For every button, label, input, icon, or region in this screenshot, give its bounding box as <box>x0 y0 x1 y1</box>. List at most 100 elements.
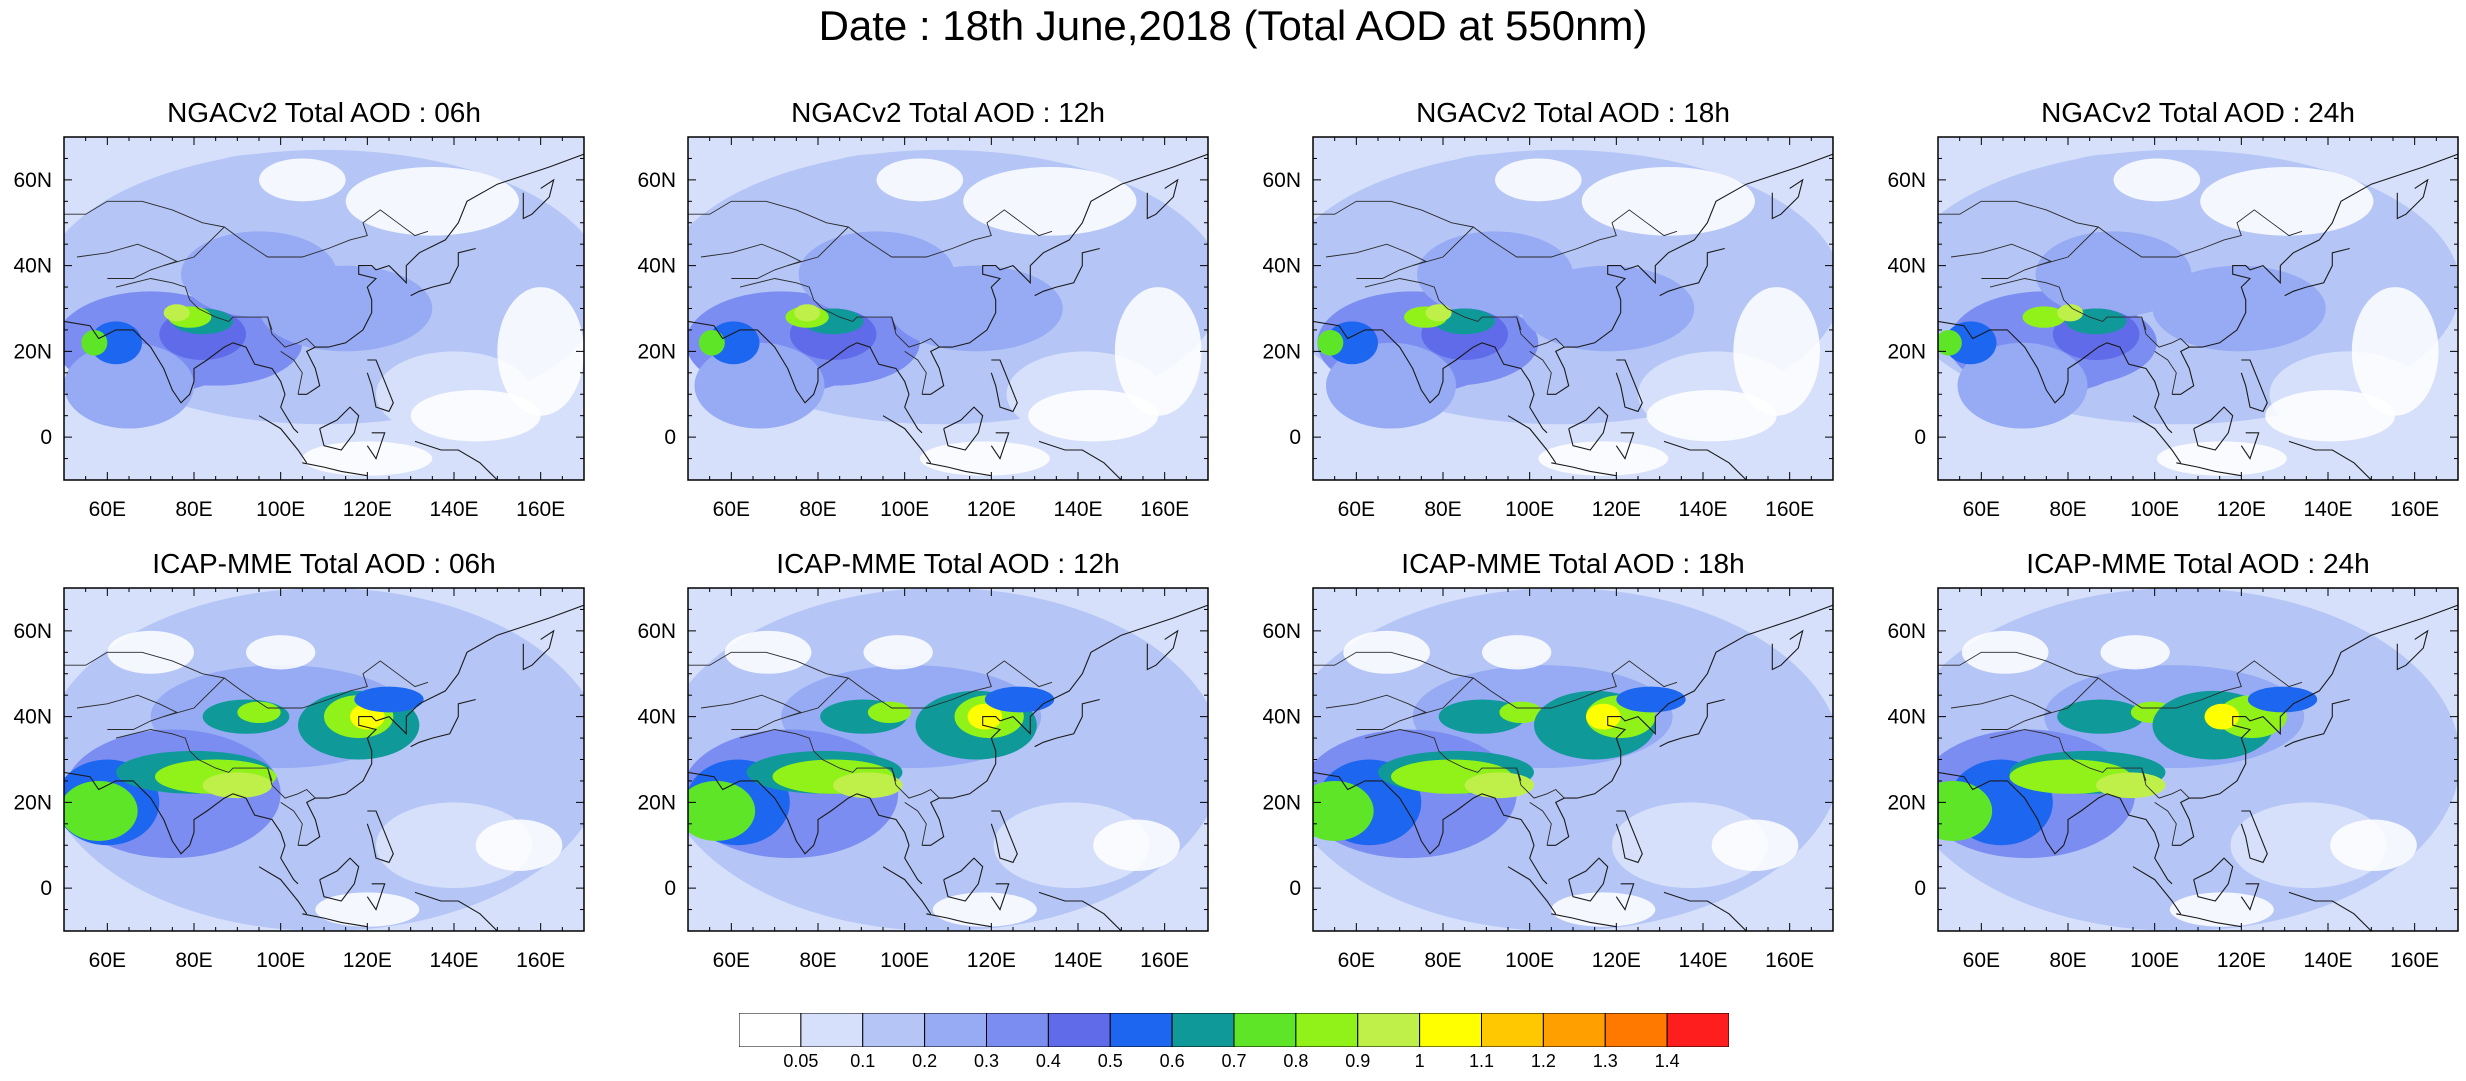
coastline <box>366 810 394 864</box>
lon-tick-label: 120E <box>967 949 1016 972</box>
aod-field-low <box>2330 819 2417 871</box>
aod-map: 60E 80E 100E 120E 140E 160E 60N 40N 20N 0 <box>13 587 585 972</box>
map-panel-ngac-24h: NGACv2 Total AOD : 24h 60E 80E 100E 120E 140… <box>1887 97 2459 521</box>
lon-tick-label: 100E <box>2130 498 2179 521</box>
aod-field-low <box>1581 167 1755 236</box>
coastline <box>1038 891 1122 931</box>
coastline <box>1568 406 1609 451</box>
lat-tick-label: 0 <box>664 426 676 449</box>
aod-field-low <box>246 635 316 670</box>
coastline <box>1507 415 1557 464</box>
lat-tick-label: 60N <box>1262 169 1301 192</box>
lon-tick-label: 120E <box>1592 498 1641 521</box>
lon-tick-label: 100E <box>880 498 929 521</box>
colorbar-label: 1.2 <box>1530 1051 1556 1071</box>
lon-tick-label: 160E <box>1765 498 1814 521</box>
coastline <box>1938 320 2173 434</box>
lon-tick-label: 80E <box>175 498 212 521</box>
aod-map: 60E 80E 100E 120E 140E 160E 60N 40N 20N 0 <box>1887 587 2459 972</box>
aod-field <box>993 802 1150 889</box>
aod-field-low <box>1551 892 1656 927</box>
coastline <box>1659 247 1725 297</box>
country-border <box>115 278 273 331</box>
colorbar-label: 0.3 <box>973 1051 1000 1071</box>
lon-tick-label: 60E <box>89 498 126 521</box>
lat-tick-label: 40N <box>1887 706 1926 729</box>
country-border <box>280 802 303 846</box>
aod-field <box>707 321 760 365</box>
aod-field-low <box>1538 441 1669 476</box>
aod-field <box>1938 329 1962 356</box>
lon-tick-label: 160E <box>1765 949 1814 972</box>
country-border <box>1529 802 1552 846</box>
lon-tick-label: 80E <box>175 949 212 972</box>
coastline <box>410 247 476 297</box>
coastline <box>2132 415 2182 464</box>
lat-tick-label: 0 <box>40 426 52 449</box>
aod-field-low <box>863 635 933 670</box>
colorbar-label: 0.6 <box>1159 1051 1185 1071</box>
lat-tick-label: 40N <box>1262 706 1301 729</box>
colorbar-label: 1.3 <box>1592 1051 1618 1071</box>
map-panel-icap-06h: ICAP-MME Total AOD : 06h 60E 80E 100E 120E 1… <box>13 548 585 972</box>
aod-field-low <box>2100 635 2170 670</box>
coastline <box>1615 432 1635 460</box>
lon-tick-label: 120E <box>2217 498 2266 521</box>
coastline <box>882 415 932 464</box>
coastline <box>2288 440 2372 480</box>
coastline <box>302 913 368 928</box>
map-panel-ngac-12h: NGACv2 Total AOD : 12h 60E 80E 100E 120E 140… <box>637 97 1209 521</box>
country-border <box>1938 651 2099 679</box>
coastline <box>366 432 386 460</box>
coastline <box>302 462 368 477</box>
panel-title: ICAP-MME Total AOD : 06h <box>152 548 496 579</box>
country-border <box>700 694 802 730</box>
country-border <box>891 316 940 348</box>
aod-field-low <box>475 819 563 871</box>
coastline <box>366 359 394 413</box>
coastline <box>1615 810 1643 864</box>
aod-field <box>867 701 912 724</box>
country-border <box>1950 243 2052 279</box>
country-border <box>1516 767 1565 799</box>
panel-title: ICAP-MME Total AOD : 12h <box>776 548 1120 579</box>
coastline <box>2132 866 2182 915</box>
coastline <box>1313 320 1548 434</box>
aod-field-low <box>1733 287 1820 416</box>
aod-map: 60E 80E 100E 120E 140E 160E 60N 40N 20N 0 <box>1262 136 1834 521</box>
country-border <box>2141 767 2190 799</box>
aod-field-low <box>1482 635 1552 670</box>
country-border <box>280 351 303 395</box>
country-border <box>76 243 178 279</box>
country-border <box>2141 316 2190 348</box>
lat-tick-label: 60N <box>637 620 676 643</box>
coastline <box>1615 883 1635 911</box>
aod-field <box>1326 321 1378 365</box>
coastline <box>1771 178 1804 220</box>
lat-tick-label: 20N <box>1887 340 1926 363</box>
lon-tick-label: 80E <box>2049 949 2086 972</box>
lat-tick-label: 0 <box>1914 877 1926 900</box>
country-border <box>1950 694 2052 730</box>
country-border <box>1313 651 1474 679</box>
aod-field-low <box>1093 819 1180 871</box>
coastline <box>2240 810 2268 864</box>
lon-tick-label: 60E <box>713 949 750 972</box>
country-border <box>64 651 225 679</box>
aod-field <box>259 265 433 352</box>
lon-tick-label: 60E <box>1963 949 2000 972</box>
aod-field-low <box>2169 892 2274 927</box>
aod-field <box>1944 321 1997 365</box>
coastline <box>414 440 498 480</box>
lat-tick-label: 20N <box>1262 340 1301 363</box>
aod-field <box>698 329 725 356</box>
country-border <box>787 660 1053 718</box>
aod-field <box>1464 772 1534 799</box>
coastline <box>990 883 1010 911</box>
lon-tick-label: 60E <box>89 949 126 972</box>
aod-field-low <box>345 167 519 236</box>
panel-title: NGACv2 Total AOD : 24h <box>2041 97 2355 128</box>
coastline <box>1938 771 2173 885</box>
coastline <box>1146 178 1179 220</box>
aod-field <box>984 686 1055 713</box>
